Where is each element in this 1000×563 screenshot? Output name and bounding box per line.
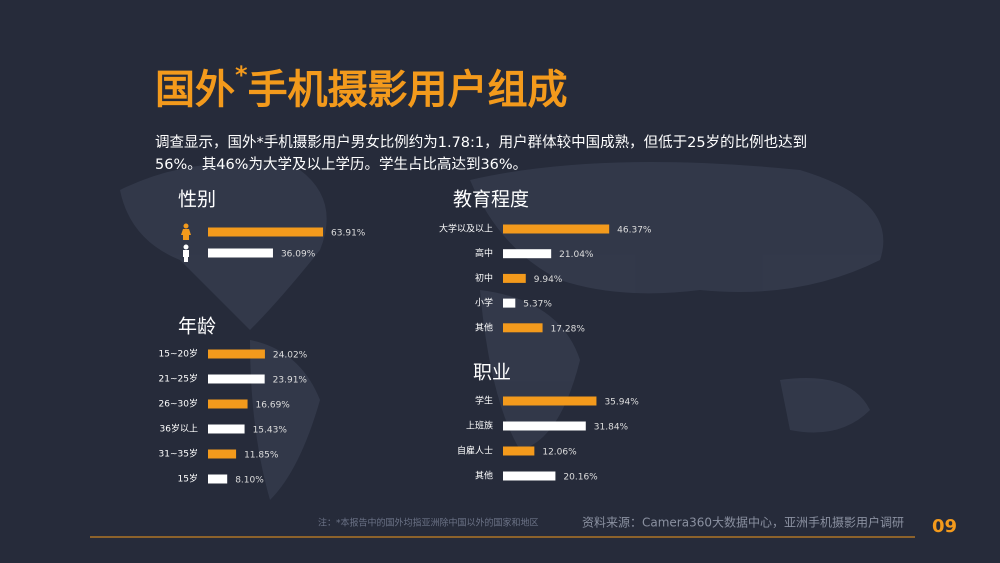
category-label: 31~35岁 [159,448,198,460]
title-part: 手机摄影用户组成 [248,67,568,113]
category-label: 初中 [475,272,493,284]
value-label: 31.84% [594,423,629,433]
bar [503,421,586,431]
bar [208,227,324,237]
category-label: 26~30岁 [159,398,198,410]
bar [503,298,516,308]
category-label: 其他 [475,470,493,482]
bar [503,396,597,406]
bar [208,424,245,434]
bar [208,374,265,384]
bar [208,349,265,359]
value-label: 16.69% [256,401,291,411]
value-label: 21.04% [559,250,594,260]
bar [503,224,610,234]
value-label: 9.94% [534,275,563,285]
category-label: 15~20岁 [159,348,198,360]
source: 资料来源：Camera360大数据中心，亚洲手机摄影用户调研 [582,515,904,530]
title-asterisk: * [235,61,248,89]
value-label: 24.02% [273,351,308,361]
chart-title: 职业 [473,362,511,384]
page-number: 09 [932,516,957,537]
female-icon [181,223,191,240]
male-icon [183,244,189,262]
value-label: 5.37% [523,300,552,310]
bar [208,449,237,459]
bar [503,323,543,333]
title-part: 国外 [155,67,235,113]
bar [503,273,526,283]
value-label: 20.16% [563,473,598,483]
value-label: 35.94% [604,398,639,408]
value-label: 46.37% [617,226,652,236]
category-label: 自雇人士 [457,445,493,457]
value-label: 23.91% [273,376,308,386]
bar [208,474,228,484]
bar [208,399,248,409]
world-map [120,162,884,500]
category-label: 小学 [475,297,493,309]
bar [503,446,535,456]
category-label: 上班族 [466,420,493,432]
category-label: 15岁 [178,473,198,485]
chart-title: 年龄 [178,316,216,338]
description-line: 56%。其46%为大学及以上学历。学生占比高达到36%。 [155,156,527,173]
value-label: 36.09% [281,250,316,260]
bar [503,249,552,259]
value-label: 63.91% [331,229,366,239]
value-label: 11.85% [244,451,279,461]
category-label: 高中 [475,247,493,259]
chart-title: 教育程度 [453,189,529,211]
category-label: 21~25岁 [159,373,198,385]
category-label: 其他 [475,321,493,333]
category-label: 大学以及以上 [439,223,493,235]
value-label: 17.28% [551,324,586,334]
value-label: 12.06% [542,448,577,458]
chart-title: 性别 [178,189,216,211]
bar [503,471,556,481]
description-line: 调查显示，国外*手机摄影用户男女比例约为1.78:1，用户群体较中国成熟，但低于… [155,133,807,151]
value-label: 15.43% [253,426,288,436]
value-label: 8.10% [235,476,264,486]
title: 国外*手机摄影用户组成 [155,61,568,113]
category-label: 学生 [475,395,493,407]
note: 注：*本报告中的国外均指亚洲除中国以外的国家和地区 [318,517,539,529]
bar [208,248,273,258]
category-label: 36岁以上 [160,423,198,435]
